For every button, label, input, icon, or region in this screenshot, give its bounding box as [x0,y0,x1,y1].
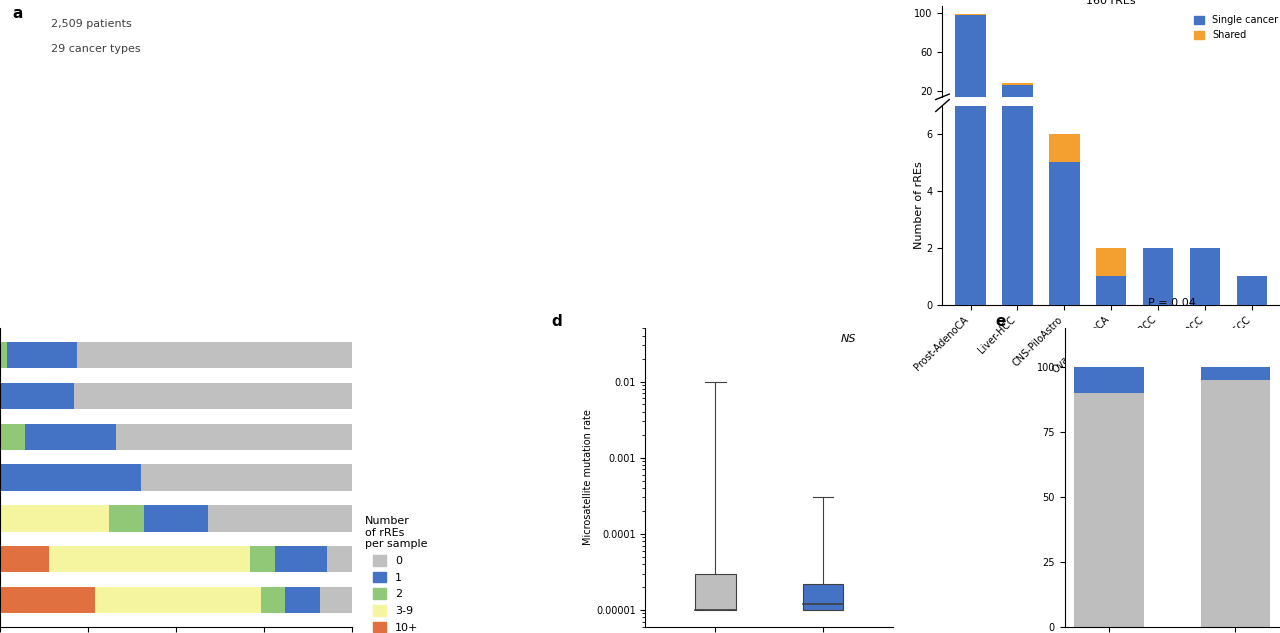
Bar [1143,108,1174,110]
Bar [0,342,8,368]
Bar [109,505,145,532]
Bar [955,0,986,304]
Y-axis label: Microsatellite mutation rate: Microsatellite mutation rate [584,410,593,546]
Bar [145,505,207,532]
Text: d: d [552,313,562,329]
Bar [1190,108,1220,110]
Bar [1201,367,1270,380]
Bar [0,505,109,532]
Bar [1236,276,1267,304]
Bar [1190,248,1220,304]
Bar [0,546,50,572]
Bar [328,546,352,572]
Bar [1096,108,1126,110]
Text: P = 0.04: P = 0.04 [1148,298,1197,308]
Text: 29 cancer types: 29 cancer types [51,44,141,54]
Y-axis label: Number of rREs: Number of rREs [914,161,924,249]
Bar [141,464,352,491]
Text: 2,509 patients: 2,509 patients [51,19,132,29]
Bar [1096,276,1126,304]
Bar [1050,134,1079,163]
Bar [1201,380,1270,627]
Text: e: e [996,313,1006,329]
Bar [78,342,352,368]
Bar [250,546,275,572]
Bar [1143,248,1174,304]
Bar [803,584,844,610]
Bar [955,14,986,15]
Text: NS: NS [841,334,856,344]
Bar [0,587,95,613]
Bar [955,15,986,110]
Bar [50,546,250,572]
Bar [1002,85,1033,110]
Bar [1002,83,1033,85]
Bar [285,587,320,613]
Bar [275,546,328,572]
Bar [1096,248,1126,276]
Bar [8,342,78,368]
Bar [1050,106,1079,110]
Bar [0,464,141,491]
Bar [95,587,261,613]
Bar [24,423,116,450]
Bar [0,423,24,450]
Title: Catalogue
rREs
160 rREs: Catalogue rREs 160 rREs [1083,0,1139,6]
Legend: Single cancer, Shared: Single cancer, Shared [1190,11,1280,44]
Bar [116,423,352,450]
Text: a: a [13,6,23,22]
Bar [1074,367,1144,393]
Bar [695,573,736,610]
Bar [74,383,352,410]
Bar [1074,393,1144,627]
Bar [0,383,74,410]
Bar [1050,104,1079,106]
Bar [261,587,285,613]
Bar [1050,163,1079,304]
Bar [207,505,352,532]
Bar [320,587,352,613]
Bar [1002,0,1033,304]
Legend: 0, 1, 2, 3-9, 10+: 0, 1, 2, 3-9, 10+ [361,513,430,633]
